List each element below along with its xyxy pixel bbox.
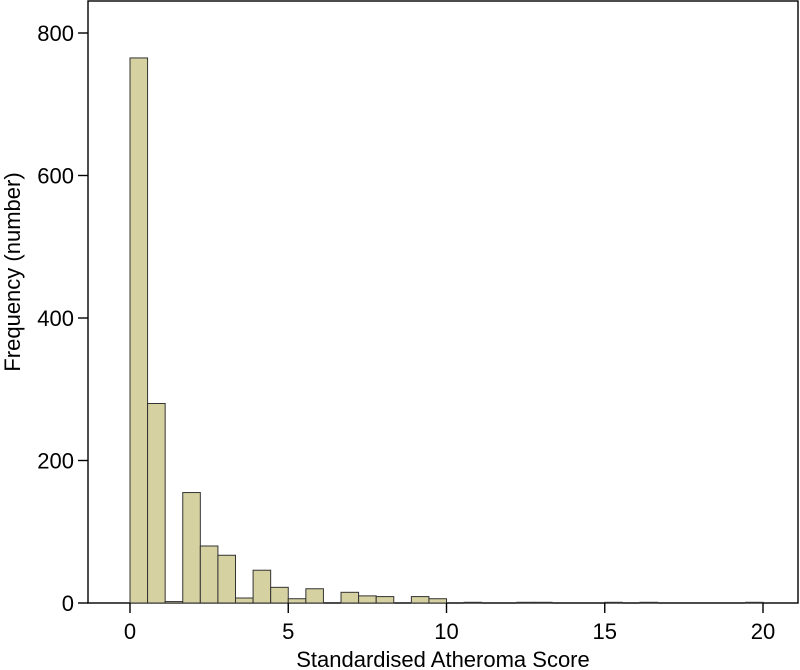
x-axis-title: Standardised Atheroma Score <box>296 647 590 670</box>
histogram-bar <box>199 545 219 604</box>
y-tick-label: 600 <box>37 164 74 189</box>
histogram-bar <box>287 598 307 604</box>
histogram-bar <box>270 586 289 604</box>
histogram-bar <box>182 492 201 604</box>
x-tick-label: 5 <box>282 619 294 644</box>
histogram-bar <box>217 554 236 604</box>
histogram-bar <box>340 591 360 604</box>
x-axis: 0 5 10 15 20 <box>124 603 775 644</box>
x-tick-label: 10 <box>434 619 458 644</box>
histogram-bar <box>164 601 184 604</box>
x-tick-label: 0 <box>124 619 136 644</box>
histogram-bar <box>604 601 623 604</box>
y-tick-label: 400 <box>37 306 74 331</box>
y-axis: 0 200 400 600 800 <box>37 21 88 616</box>
histogram-bar <box>744 601 764 604</box>
x-tick-label: 20 <box>751 619 775 644</box>
histogram-bar <box>463 601 483 604</box>
y-tick-label: 0 <box>62 591 74 616</box>
y-axis-title: Frequency (number) <box>0 172 25 371</box>
y-tick-label: 200 <box>37 449 74 474</box>
histogram-bar <box>516 601 535 604</box>
histogram-bar <box>235 597 254 604</box>
histogram-bar <box>428 598 448 604</box>
histogram-bar <box>533 601 553 604</box>
bars-layer <box>129 57 764 604</box>
y-tick-label: 800 <box>37 21 74 46</box>
histogram-bar <box>147 403 166 604</box>
histogram-bar <box>375 596 395 604</box>
histogram-bar <box>639 601 659 604</box>
x-tick-label: 15 <box>593 619 617 644</box>
histogram-bar <box>129 57 149 604</box>
histogram-bar <box>410 596 430 604</box>
histogram-bar <box>252 569 272 604</box>
histogram-bar <box>305 588 324 604</box>
histogram-bar <box>358 595 377 604</box>
